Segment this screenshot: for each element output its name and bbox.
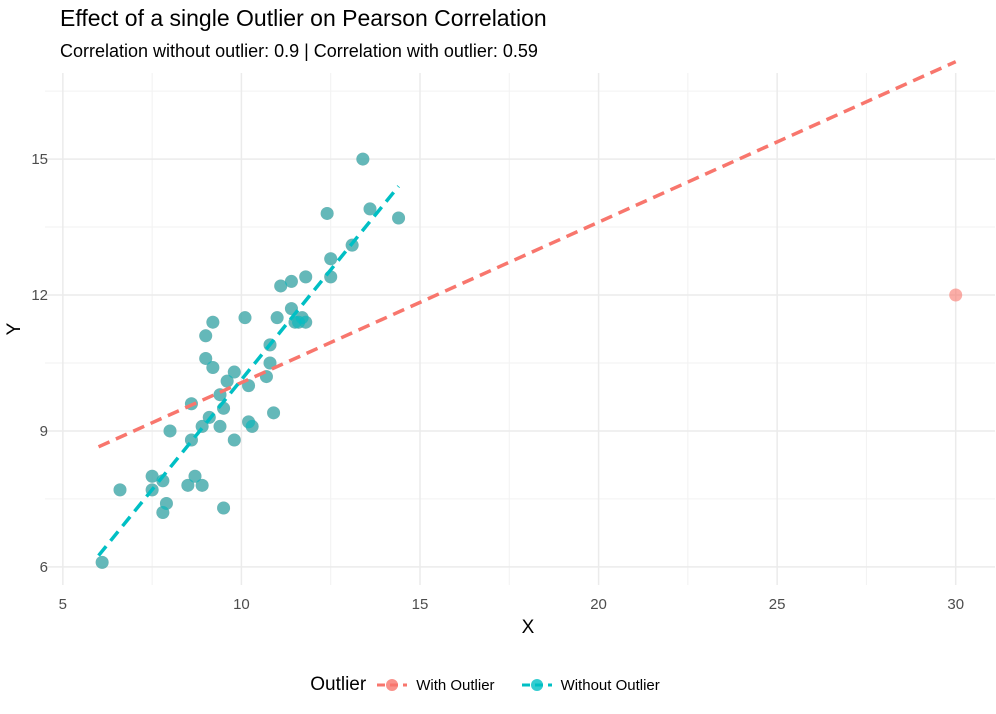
point-without-outlier — [363, 202, 377, 216]
points-layer — [95, 152, 963, 569]
point-without-outlier — [113, 483, 127, 497]
point-without-outlier — [95, 555, 109, 569]
point-without-outlier — [156, 474, 170, 488]
x-tick-label: 10 — [233, 596, 250, 613]
fit-lines-layer — [97, 60, 957, 557]
x-tick-label: 5 — [59, 596, 67, 613]
y-axis-label: Y — [4, 322, 25, 335]
legend-title: Outlier — [310, 674, 367, 695]
legend: Outlier With Outlier Without Outlier — [0, 672, 996, 698]
point-without-outlier — [274, 279, 288, 293]
chart-title: Effect of a single Outlier on Pearson Co… — [60, 5, 547, 31]
x-tick-label: 20 — [590, 596, 607, 613]
point-without-outlier — [227, 433, 241, 447]
point-without-outlier — [188, 469, 202, 483]
point-without-outlier — [227, 365, 241, 379]
y-axis-ticks: 6 9 12 15 — [31, 151, 48, 576]
fit-line-with-outlier — [97, 60, 957, 449]
legend-item-without-outlier: Without Outlier — [521, 674, 660, 696]
point-without-outlier — [181, 478, 195, 492]
x-tick-label: 30 — [947, 596, 964, 613]
point-without-outlier — [267, 406, 281, 420]
point-without-outlier — [299, 315, 313, 329]
major-grid — [45, 73, 995, 585]
point-without-outlier — [238, 311, 252, 325]
legend-key-without-outlier — [521, 679, 552, 691]
chart-subtitle: Correlation without outlier: 0.9 | Corre… — [60, 41, 538, 61]
point-without-outlier — [263, 356, 277, 370]
point-without-outlier — [356, 152, 370, 166]
point-without-outlier — [217, 501, 231, 515]
point-without-outlier — [324, 252, 338, 266]
legend-item-with-outlier: With Outlier — [376, 674, 495, 696]
point-without-outlier — [220, 374, 234, 388]
point-without-outlier — [145, 469, 159, 483]
point-without-outlier — [213, 419, 227, 433]
point-without-outlier — [206, 315, 220, 329]
point-without-outlier — [299, 270, 313, 284]
point-without-outlier — [284, 274, 298, 288]
point-without-outlier — [199, 351, 213, 365]
minor-grid — [45, 73, 995, 585]
point-with-outlier — [949, 288, 963, 302]
x-tick-label: 15 — [412, 596, 429, 613]
legend-label-without-outlier: Without Outlier — [560, 676, 660, 694]
point-without-outlier — [392, 211, 406, 225]
fit-line-without-outlier — [97, 185, 400, 557]
point-without-outlier — [320, 206, 334, 220]
y-tick-label: 6 — [40, 559, 48, 576]
y-tick-label: 12 — [31, 287, 48, 304]
point-without-outlier — [270, 311, 284, 325]
point-without-outlier — [195, 478, 209, 492]
y-tick-label: 9 — [40, 423, 48, 440]
legend-key-with-outlier — [377, 679, 408, 691]
point-without-outlier — [245, 419, 259, 433]
point-without-outlier — [199, 329, 213, 343]
point-without-outlier — [159, 496, 173, 510]
x-axis-label: X — [522, 617, 535, 638]
x-axis-ticks: 5 10 15 20 25 30 — [59, 596, 964, 613]
legend-label-with-outlier: With Outlier — [416, 676, 495, 694]
y-tick-label: 15 — [31, 151, 48, 168]
point-without-outlier — [163, 424, 177, 438]
x-tick-label: 25 — [769, 596, 786, 613]
point-without-outlier — [206, 361, 220, 375]
